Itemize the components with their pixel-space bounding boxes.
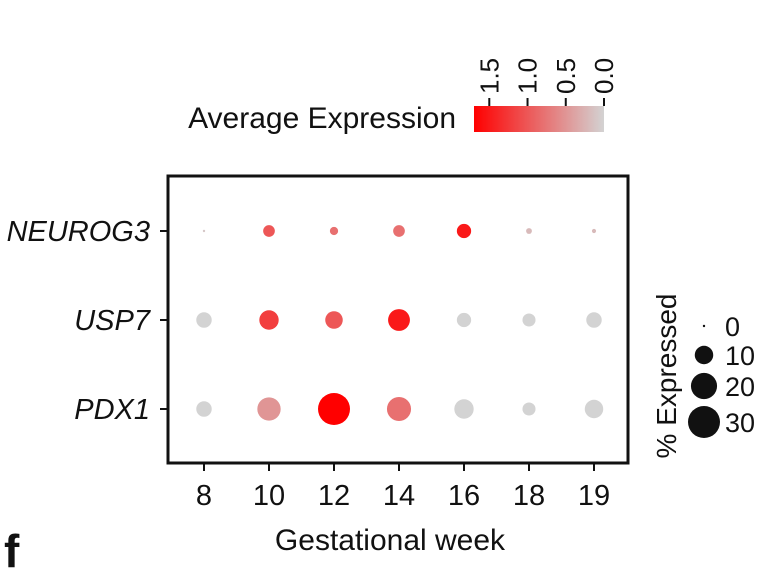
dot-neurog3-week-12 bbox=[329, 226, 339, 236]
x-tick-label: 8 bbox=[196, 480, 212, 512]
size-legend-dot bbox=[694, 345, 714, 365]
dot-neurog3-week-10 bbox=[263, 225, 275, 237]
dot-neurog3-week-16 bbox=[456, 223, 472, 239]
color-legend-tick-label: 1.5 bbox=[474, 58, 504, 94]
size-legend-dot bbox=[702, 324, 706, 328]
dot-pdx1-week-10 bbox=[257, 397, 281, 421]
color-legend-gradient-bar bbox=[474, 106, 604, 132]
y-axis: NEUROG3 USP7 PDX1 bbox=[7, 216, 168, 426]
x-tick-label: 19 bbox=[578, 480, 610, 512]
dot-neurog3-week-14 bbox=[393, 225, 405, 237]
dot-pdx1-week-14 bbox=[386, 396, 412, 422]
x-axis: 8 10 12 14 16 18 19 bbox=[196, 463, 610, 512]
dot-neurog3-week-8 bbox=[202, 229, 206, 233]
dot-neurog3-week-18 bbox=[526, 228, 532, 234]
x-tick-label: 14 bbox=[383, 480, 415, 512]
x-tick-label: 18 bbox=[513, 480, 545, 512]
size-legend-label: 10 bbox=[725, 341, 755, 371]
y-tick-label: USP7 bbox=[74, 305, 152, 337]
dot-pdx1-week-18 bbox=[522, 402, 536, 416]
dot-usp7-week-18 bbox=[522, 313, 536, 327]
size-legend-title: % Expressed bbox=[651, 294, 682, 459]
y-tick-label: NEUROG3 bbox=[7, 216, 150, 248]
size-legend-dot bbox=[690, 372, 718, 400]
dot-usp7-week-10 bbox=[259, 310, 279, 330]
x-tick-label: 16 bbox=[448, 480, 480, 512]
x-axis-label: Gestational week bbox=[275, 524, 506, 557]
dot-usp7-week-12 bbox=[325, 311, 343, 329]
dot-pdx1-week-12 bbox=[318, 393, 350, 425]
color-legend-tick-label: 0.0 bbox=[589, 58, 619, 94]
color-legend-tick-label: 1.0 bbox=[513, 58, 543, 94]
y-tick-label: PDX1 bbox=[74, 394, 150, 426]
dot-marks bbox=[196, 223, 604, 425]
color-legend-tick-label: 0.5 bbox=[551, 58, 581, 94]
size-legend-label: 20 bbox=[725, 372, 755, 402]
dot-plot-chart: Average Expression 1.5 1.0 0.5 0.0 NEUROG3 U… bbox=[7, 58, 755, 557]
x-tick-label: 10 bbox=[253, 480, 285, 512]
dot-neurog3-week-19 bbox=[591, 228, 597, 234]
dot-usp7-week-16 bbox=[456, 312, 472, 328]
dot-usp7-week-19 bbox=[586, 312, 602, 328]
size-legend-dot bbox=[688, 406, 720, 438]
color-legend-title: Average Expression bbox=[188, 102, 456, 135]
dot-usp7-week-8 bbox=[196, 312, 212, 328]
x-tick-label: 12 bbox=[318, 480, 350, 512]
dot-pdx1-week-19 bbox=[584, 399, 604, 419]
dot-usp7-week-14 bbox=[388, 309, 410, 331]
panel-letter: f bbox=[4, 525, 20, 577]
size-legend-label: 0 bbox=[725, 312, 740, 342]
figure: Average Expression 1.5 1.0 0.5 0.0 NEUROG3 U… bbox=[4, 58, 755, 574]
color-legend-ticks: 1.5 1.0 0.5 0.0 bbox=[474, 58, 619, 106]
dot-pdx1-week-8 bbox=[196, 401, 212, 417]
size-legend-label: 30 bbox=[725, 408, 755, 438]
dot-pdx1-week-16 bbox=[454, 399, 474, 419]
